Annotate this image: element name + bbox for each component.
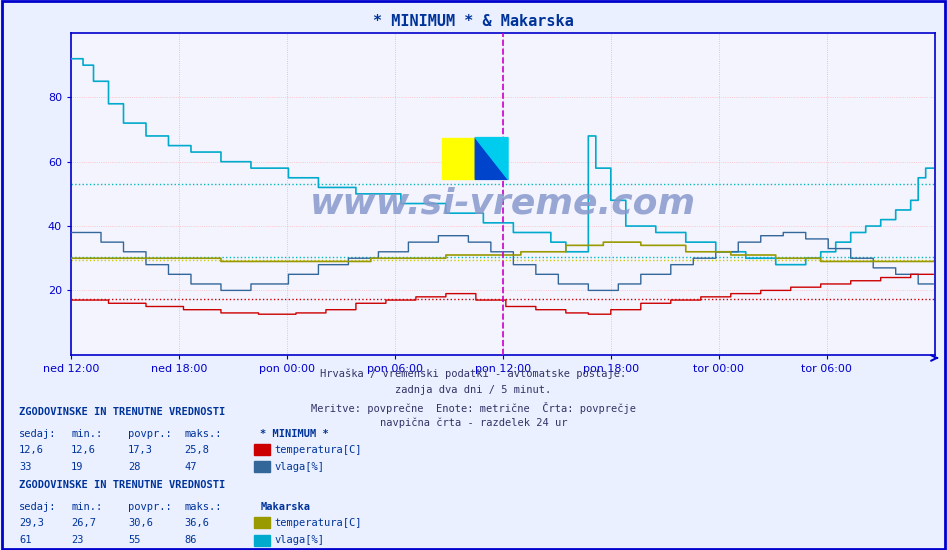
Text: 12,6: 12,6 (71, 444, 96, 455)
Text: 19: 19 (71, 462, 83, 472)
Text: Hrvaška / vremenski podatki - avtomatske postaje.: Hrvaška / vremenski podatki - avtomatske… (320, 368, 627, 379)
Polygon shape (475, 138, 508, 179)
Text: maks.:: maks.: (185, 429, 223, 439)
Text: 28: 28 (128, 462, 140, 472)
Text: zadnja dva dni / 5 minut.: zadnja dva dni / 5 minut. (396, 385, 551, 395)
Text: vlaga[%]: vlaga[%] (275, 462, 325, 472)
Text: vlaga[%]: vlaga[%] (275, 535, 325, 546)
Text: 47: 47 (185, 462, 197, 472)
Text: * MINIMUM * & Makarska: * MINIMUM * & Makarska (373, 14, 574, 29)
Text: 26,7: 26,7 (71, 518, 96, 528)
Text: 61: 61 (19, 535, 31, 546)
Text: 30,6: 30,6 (128, 518, 152, 528)
Text: 25,8: 25,8 (185, 444, 209, 455)
Text: maks.:: maks.: (185, 502, 223, 513)
Text: Meritve: povprečne  Enote: metrične  Črta: povprečje: Meritve: povprečne Enote: metrične Črta:… (311, 402, 636, 414)
Text: ZGODOVINSKE IN TRENUTNE VREDNOSTI: ZGODOVINSKE IN TRENUTNE VREDNOSTI (19, 480, 225, 491)
Text: 86: 86 (185, 535, 197, 546)
Text: navpična črta - razdelek 24 ur: navpična črta - razdelek 24 ur (380, 418, 567, 428)
Text: temperatura[C]: temperatura[C] (275, 518, 362, 528)
Text: 29,3: 29,3 (19, 518, 44, 528)
Text: povpr.:: povpr.: (128, 429, 171, 439)
Text: min.:: min.: (71, 502, 102, 513)
Text: sedaj:: sedaj: (19, 502, 57, 513)
Text: 55: 55 (128, 535, 140, 546)
Text: www.si-vreme.com: www.si-vreme.com (310, 186, 696, 221)
Text: Makarska: Makarska (260, 502, 311, 513)
Text: 33: 33 (19, 462, 31, 472)
Text: min.:: min.: (71, 429, 102, 439)
Text: povpr.:: povpr.: (128, 502, 171, 513)
Text: * MINIMUM *: * MINIMUM * (260, 429, 330, 439)
Text: ZGODOVINSKE IN TRENUTNE VREDNOSTI: ZGODOVINSKE IN TRENUTNE VREDNOSTI (19, 407, 225, 417)
Text: 23: 23 (71, 535, 83, 546)
Polygon shape (475, 138, 508, 179)
Text: temperatura[C]: temperatura[C] (275, 444, 362, 455)
Text: sedaj:: sedaj: (19, 429, 57, 439)
Text: 36,6: 36,6 (185, 518, 209, 528)
Text: 12,6: 12,6 (19, 444, 44, 455)
Bar (442, 138, 475, 179)
Text: 17,3: 17,3 (128, 444, 152, 455)
